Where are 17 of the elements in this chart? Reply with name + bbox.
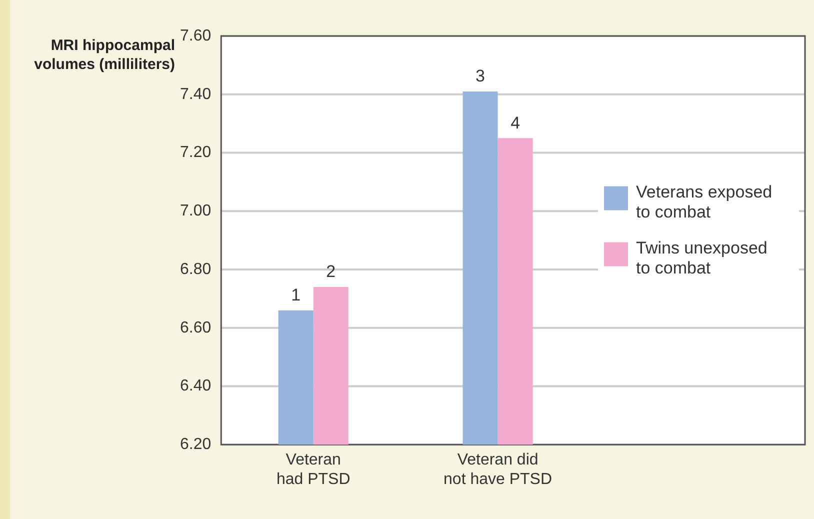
annotation: 2 xyxy=(326,262,336,282)
annotation: 4 xyxy=(510,113,520,132)
annotation: 3 xyxy=(476,66,485,86)
annotation: 1 xyxy=(291,286,301,305)
y-tick-label: 6.20 xyxy=(180,436,212,454)
y-axis-title: MRI hippocampal volumes (milliliters) xyxy=(33,36,175,74)
y-tick-label: 6.60 xyxy=(180,319,212,336)
x-tick-label: Veteran did not have PTSD xyxy=(444,452,552,488)
y-tick-label: 6.40 xyxy=(180,378,212,395)
y-tick-label: 7.00 xyxy=(180,202,212,220)
y-tick-label: 7.20 xyxy=(180,144,212,162)
legend-label: Twins unexposed to combat xyxy=(636,238,768,278)
y-tick-label: 7.40 xyxy=(180,86,212,103)
y-tick-label: 6.80 xyxy=(180,260,212,278)
y-tick-label: 7.60 xyxy=(180,27,212,44)
legend-label: Veterans exposed to combat xyxy=(636,182,772,222)
x-tick-label: Veteran had PTSD xyxy=(276,452,350,488)
